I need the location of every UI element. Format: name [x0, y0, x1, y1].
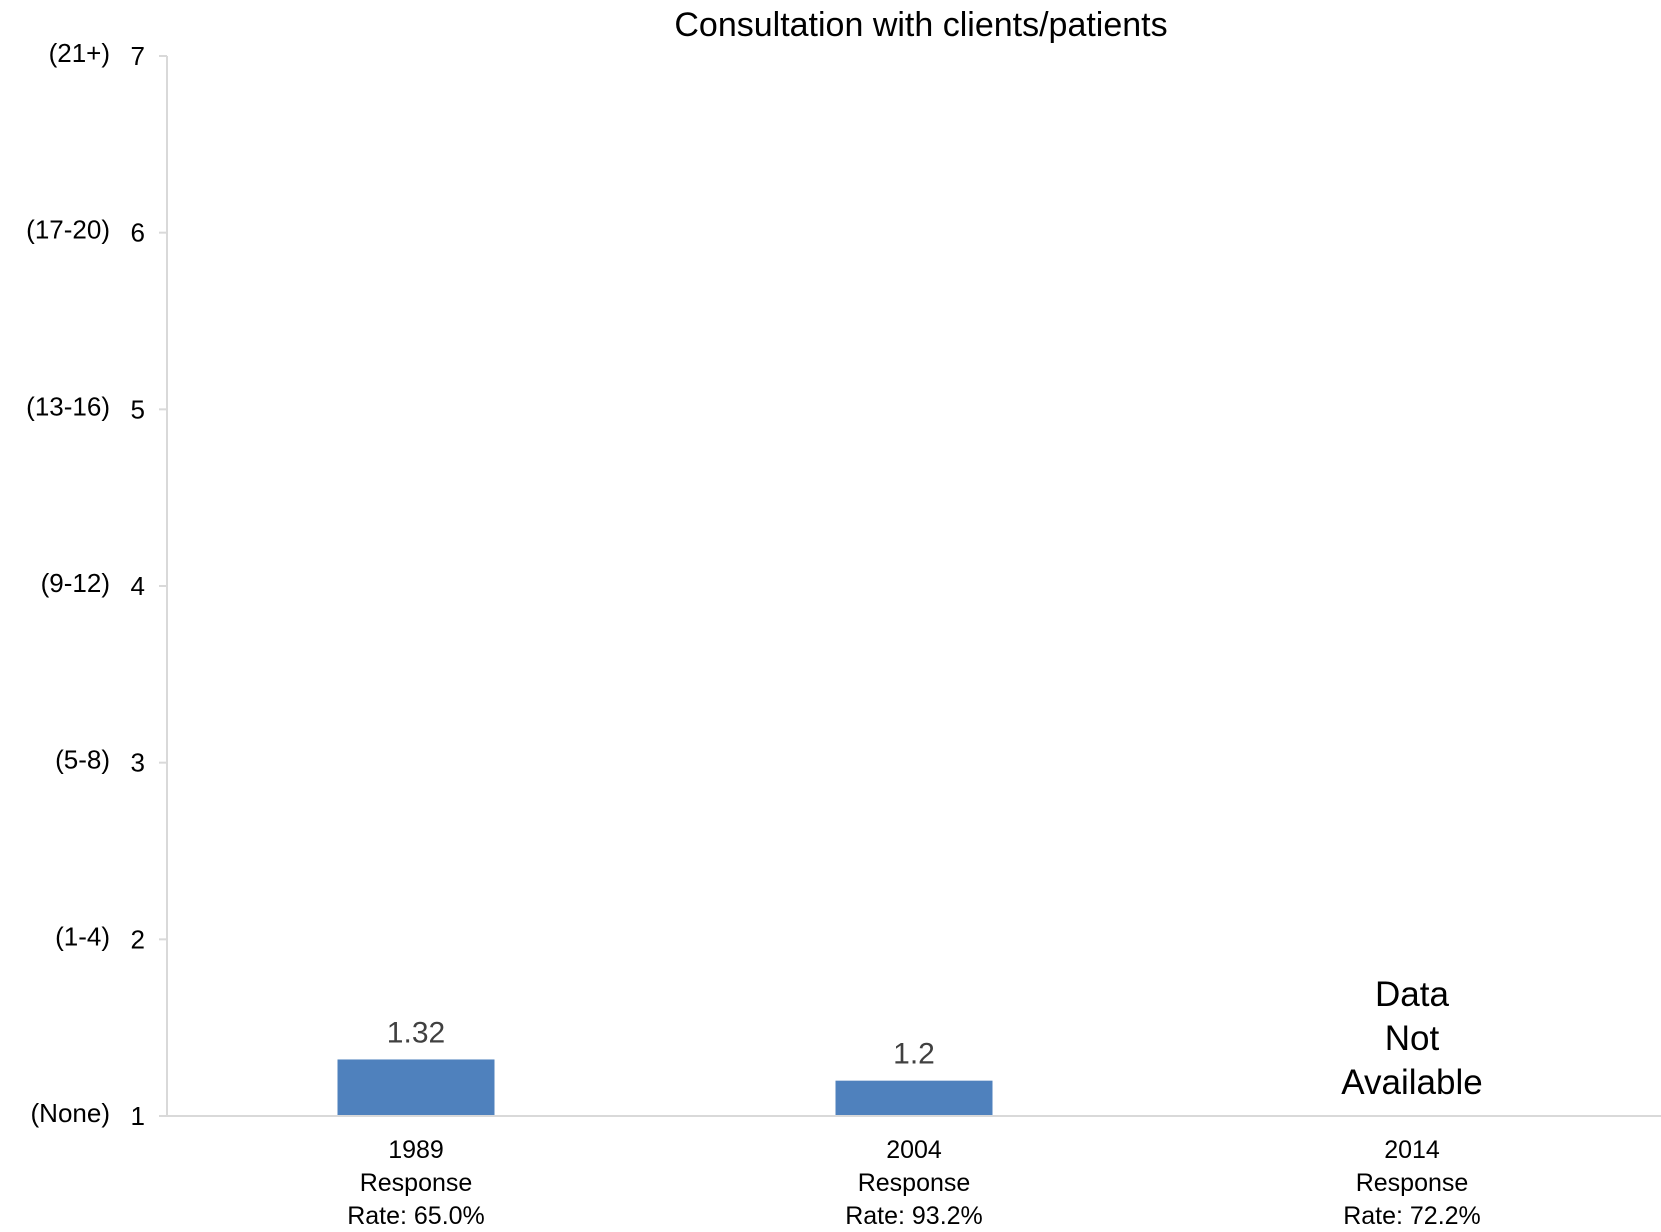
- y-tick-label: 2: [131, 924, 145, 954]
- y-category-label: (17-20): [26, 215, 110, 245]
- y-category-label: (9-12): [41, 568, 110, 598]
- missing-data-note: Data Not Available: [1341, 975, 1482, 1102]
- y-tick-label: 6: [131, 218, 145, 248]
- y-tick-label: 5: [131, 394, 145, 424]
- y-axis: 1 (None) 2 (1-4) 3 (5-8) 4 (9-12) 5 (13-16) 6 (17-2…: [26, 38, 168, 1131]
- x-tick-label: 1989 Response Rate: 65.0%: [347, 1136, 485, 1230]
- x-tick-label: 2014 Response Rate: 72.2%: [1343, 1136, 1481, 1230]
- y-category-label: (13-16): [26, 391, 110, 421]
- bars: 1.32 1.2 Data Not Available: [337, 975, 1483, 1116]
- y-category-label: (5-8): [55, 745, 110, 775]
- y-category-label: (21+): [49, 38, 110, 68]
- y-category-label: (1-4): [55, 921, 110, 951]
- y-tick-label: 7: [131, 41, 145, 71]
- x-tick-label: 2004 Response Rate: 93.2%: [845, 1136, 983, 1230]
- y-tick-label: 1: [131, 1101, 145, 1131]
- data-label: 1.32: [387, 1016, 445, 1049]
- data-label: 1.2: [893, 1038, 935, 1071]
- chart-title: Consultation with clients/patients: [674, 6, 1167, 44]
- y-tick-label: 4: [131, 571, 145, 601]
- bar: [337, 1059, 495, 1116]
- y-tick-label: 3: [131, 748, 145, 778]
- x-axis: 1989 Response Rate: 65.0% 2004 Response Rate:…: [167, 1115, 1661, 1230]
- bar: [835, 1080, 993, 1116]
- y-category-label: (None): [31, 1098, 110, 1128]
